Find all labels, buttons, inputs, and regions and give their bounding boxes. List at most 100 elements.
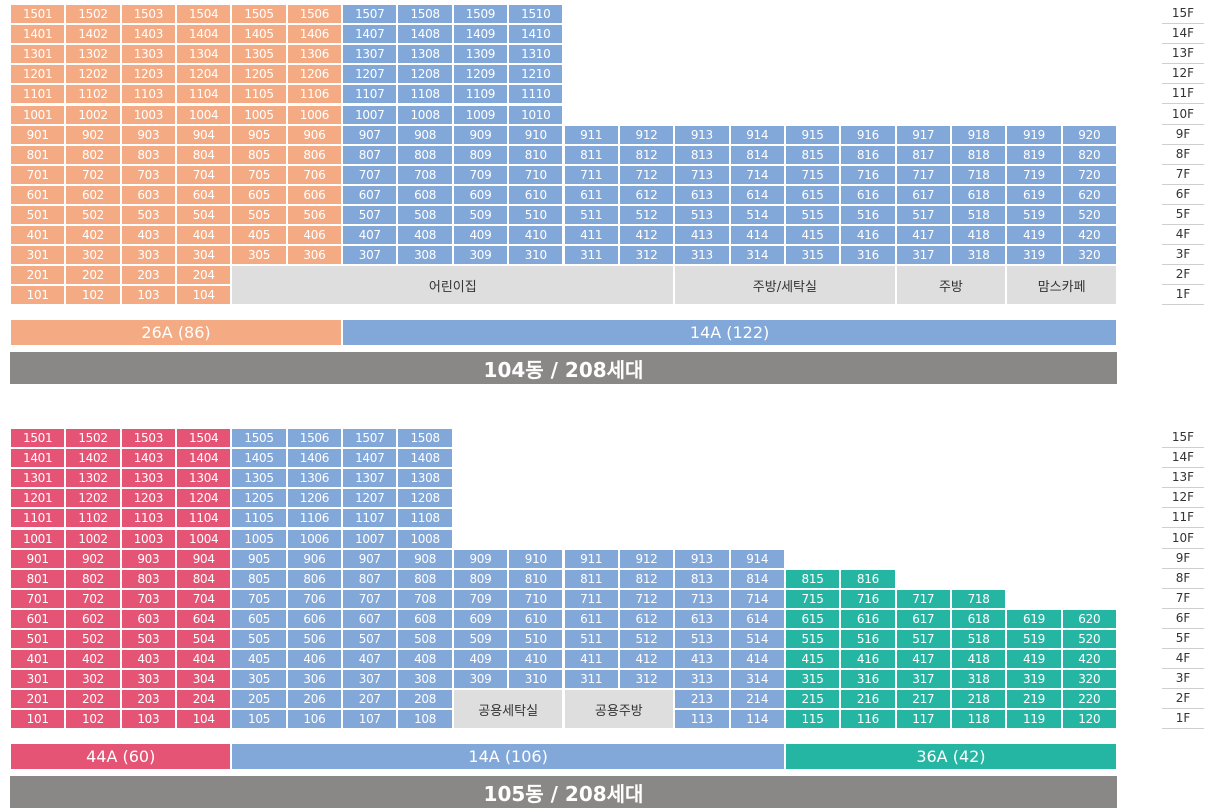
unit-cell: 1101 [10, 84, 66, 105]
unit-cell: 116 [840, 709, 896, 730]
unit-cell: 1108 [397, 508, 453, 529]
unit-cell: 517 [895, 205, 951, 226]
unit-cell: 608 [397, 608, 453, 629]
unit-cell: 1501 [10, 428, 66, 449]
floor-label: 6F [1162, 609, 1204, 629]
unit-cell: 410 [508, 225, 564, 246]
unit-cell: 202 [65, 689, 121, 710]
unit-cell: 718 [950, 164, 1007, 185]
unit-cell: 101 [10, 709, 66, 730]
unit-cell: 905 [231, 124, 287, 145]
unit-cell: 910 [508, 124, 564, 145]
unit-cell: 1207 [342, 64, 398, 85]
unit-cell: 318 [950, 245, 1007, 266]
unit-cell: 916 [840, 124, 896, 145]
floor-label: 10F [1162, 529, 1204, 549]
unit-cell: 920 [1061, 124, 1117, 145]
unit-cell: 705 [231, 164, 287, 185]
unit-cell: 501 [10, 629, 66, 650]
unit-cell: 504 [176, 629, 232, 650]
unit-cell: 819 [1006, 144, 1062, 165]
unit-cell: 1302 [65, 468, 121, 489]
unit-cell: 1207 [342, 488, 398, 509]
unit-cell: 601 [10, 608, 66, 629]
unit-cell: 1210 [508, 64, 564, 85]
unit-cell: 806 [286, 568, 343, 589]
unit-cell: 1303 [120, 468, 177, 489]
unit-cell: 205 [231, 689, 287, 710]
unit-cell: 501 [10, 205, 66, 226]
unit-cell: 104 [176, 285, 232, 306]
unit-cell: 620 [1061, 184, 1117, 205]
unit-cell: 515 [784, 629, 841, 650]
unit-cell: 1102 [65, 508, 121, 529]
unit-cell: 1308 [397, 44, 453, 65]
unit-cell: 313 [674, 669, 730, 690]
unit-cell: 511 [563, 629, 619, 650]
unit-cell: 604 [176, 184, 232, 205]
unit-cell: 504 [176, 205, 232, 226]
unit-cell: 1109 [452, 84, 509, 105]
unit-cell: 308 [397, 245, 453, 266]
unit-cell: 411 [563, 225, 619, 246]
unit-cell: 612 [618, 184, 675, 205]
floor-label: 6F [1162, 185, 1204, 205]
unit-cell: 1201 [10, 64, 66, 85]
unit-cell: 616 [840, 184, 896, 205]
unit-cell: 801 [10, 568, 66, 589]
unit-cell: 414 [729, 649, 785, 670]
unit-cell: 503 [120, 629, 177, 650]
unit-cell: 319 [1006, 669, 1062, 690]
unit-cell: 910 [508, 548, 564, 569]
unit-cell: 306 [286, 669, 343, 690]
unit-cell: 912 [618, 124, 675, 145]
unit-cell: 1501 [10, 4, 66, 25]
unit-cell: 403 [120, 225, 177, 246]
floor-label: 12F [1162, 64, 1204, 85]
unit-cell: 704 [176, 164, 232, 185]
unit-cell: 410 [508, 649, 564, 670]
unit-cell: 104 [176, 709, 232, 730]
unit-cell: 301 [10, 245, 66, 266]
unit-cell: 1001 [10, 528, 66, 549]
unit-cell: 511 [563, 205, 619, 226]
unit-cell: 120 [1061, 709, 1117, 730]
unit-cell: 1403 [120, 24, 177, 45]
unit-cell: 915 [784, 124, 841, 145]
unit-cell: 1103 [120, 84, 177, 105]
unit-cell: 602 [65, 608, 121, 629]
unit-cell: 201 [10, 689, 66, 710]
unit-cell: 1508 [397, 428, 453, 449]
unit-cell: 816 [840, 144, 896, 165]
unit-cell: 207 [342, 689, 398, 710]
unit-cell: 713 [674, 588, 730, 609]
unit-cell: 1507 [342, 428, 398, 449]
unit-cell: 510 [508, 629, 564, 650]
unit-cell: 404 [176, 649, 232, 670]
floor-label: 4F [1162, 649, 1204, 670]
unit-cell: 312 [618, 245, 675, 266]
unit-cell: 1506 [286, 428, 343, 449]
unit-cell: 420 [1061, 225, 1117, 246]
unit-cell: 303 [120, 669, 177, 690]
unit-cell: 615 [784, 608, 841, 629]
unit-cell: 613 [674, 184, 730, 205]
unit-cell: 808 [397, 568, 453, 589]
unit-cell: 914 [729, 124, 785, 145]
unit-cell: 1508 [397, 4, 453, 25]
unit-cell: 801 [10, 144, 66, 165]
unit-cell: 1307 [342, 468, 398, 489]
unit-cell: 1503 [120, 428, 177, 449]
unit-cell: 119 [1006, 709, 1062, 730]
unit-cell: 304 [176, 245, 232, 266]
unit-cell: 605 [231, 608, 287, 629]
unit-cell: 904 [176, 548, 232, 569]
unit-cell: 1308 [397, 468, 453, 489]
unit-cell: 310 [508, 669, 564, 690]
unit-cell: 818 [950, 144, 1007, 165]
facility-block: 공용세탁실 [452, 689, 564, 730]
unit-cell: 1006 [286, 104, 343, 125]
unit-cell: 714 [729, 164, 785, 185]
unit-cell: 703 [120, 588, 177, 609]
unit-cell: 113 [674, 709, 730, 730]
